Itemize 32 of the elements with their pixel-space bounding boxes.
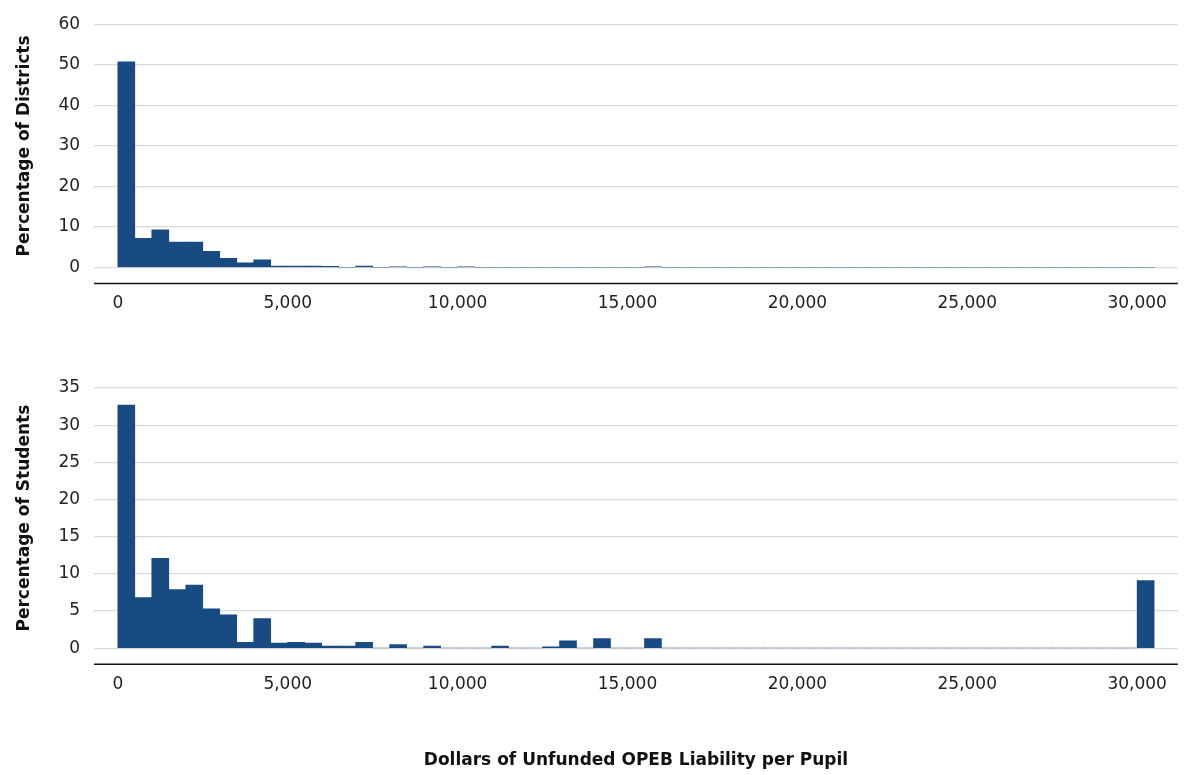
- x-tick-label: 5,000: [263, 672, 313, 693]
- y-tick-label: 30: [58, 413, 81, 434]
- y-tick-label: 10: [58, 215, 81, 236]
- x-tick-label: 20,000: [767, 292, 828, 313]
- y-tick-label: 40: [58, 93, 81, 114]
- y-axis-title: Percentage of Students: [12, 404, 33, 632]
- x-tick-label: 25,000: [937, 292, 997, 313]
- y-tick-label: 20: [58, 174, 81, 195]
- y-tick-label: 50: [58, 53, 81, 74]
- y-tick-label: 60: [58, 12, 81, 33]
- x-tick-label: 20,000: [767, 672, 828, 693]
- x-tick-label: 10,000: [427, 672, 488, 693]
- x-tick-label: 25,000: [937, 672, 997, 693]
- x-tick-label: 30,000: [1107, 672, 1167, 693]
- y-tick-label: 15: [58, 525, 81, 546]
- x-tick-label: 0: [112, 292, 124, 313]
- x-tick-label: 10,000: [427, 292, 488, 313]
- x-tick-label: 30,000: [1107, 292, 1167, 313]
- y-tick-label: 0: [69, 256, 81, 277]
- y-tick-label: 30: [58, 134, 81, 155]
- y-tick-label: 0: [69, 636, 81, 657]
- x-tick-label: 15,000: [597, 672, 658, 693]
- y-axis-title: Percentage of Districts: [12, 35, 33, 257]
- y-tick-label: 10: [58, 562, 81, 583]
- y-tick-label: 20: [58, 487, 81, 508]
- y-tick-label: 25: [58, 450, 81, 471]
- y-tick-label: 35: [58, 376, 81, 397]
- x-tick-label: 15,000: [597, 292, 658, 313]
- x-tick-label: 5,000: [263, 292, 313, 313]
- x-tick-label: 0: [112, 672, 124, 693]
- x-axis-title: Dollars of Unfunded OPEB Liability per Pupil: [423, 749, 849, 770]
- y-tick-label: 5: [69, 599, 81, 620]
